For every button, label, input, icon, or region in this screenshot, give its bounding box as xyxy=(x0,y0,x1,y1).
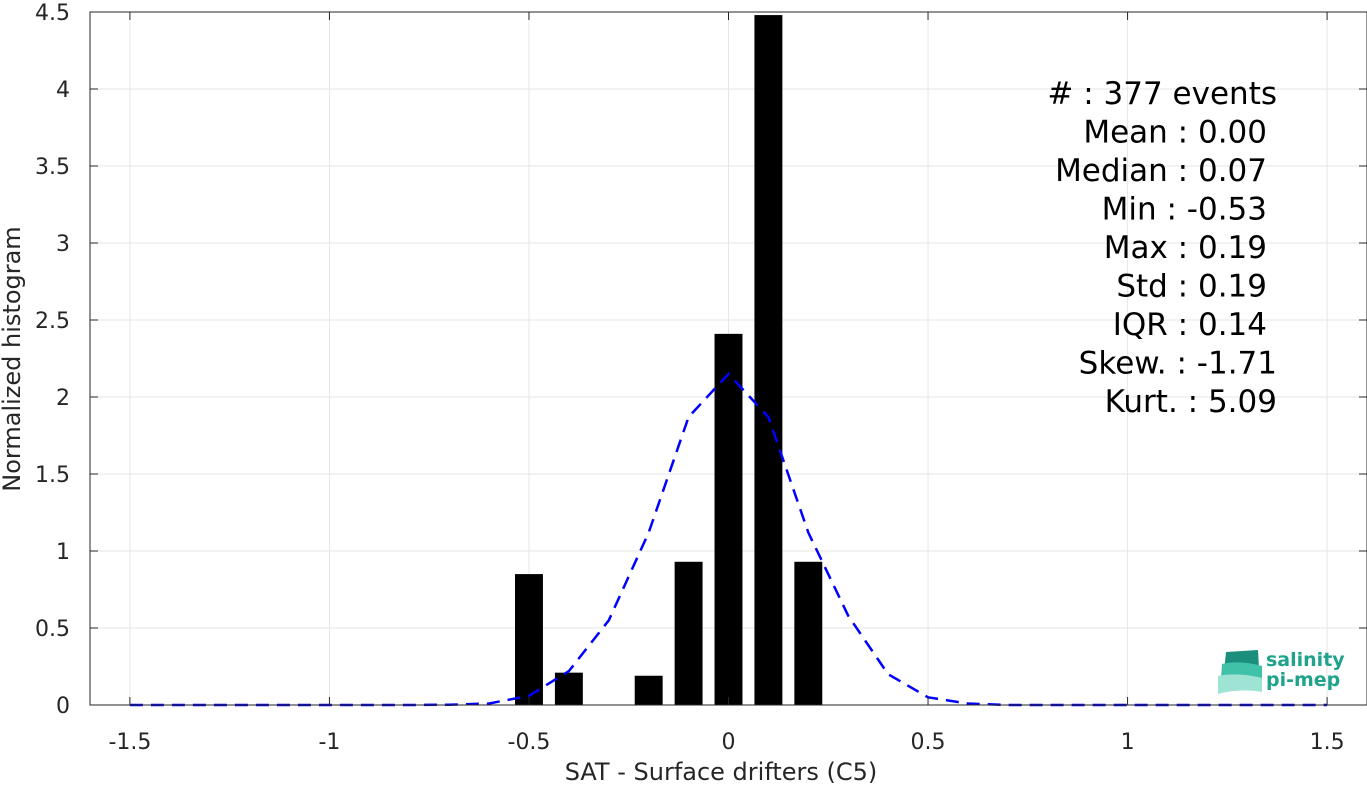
stat-line: Kurt. : 5.09 xyxy=(1105,384,1277,420)
histogram-bar xyxy=(634,675,663,705)
histogram-bar xyxy=(794,561,823,705)
stat-line: Skew. : -1.71 xyxy=(1079,346,1277,382)
x-tick-label: 0.5 xyxy=(911,730,946,755)
histogram-bar xyxy=(754,15,783,705)
y-tick-label: 1.5 xyxy=(35,463,70,488)
y-tick-label: 1 xyxy=(56,540,70,565)
y-tick-label: 3 xyxy=(56,232,70,257)
axis-ticks: -1.5 -1 -0.5 0 0.5 1 1.5 0 0.5 1 1.5 2 2.5 3 3.5 4 4.5 xyxy=(35,1,1367,755)
x-tick-label: 0 xyxy=(722,730,736,755)
y-tick-label: 2 xyxy=(56,386,70,411)
x-tick-label: -0.5 xyxy=(508,730,551,755)
y-tick-label: 4.5 xyxy=(35,1,70,26)
x-tick-label: 1.5 xyxy=(1310,730,1345,755)
logo-line-1: salinity xyxy=(1266,649,1345,671)
stat-line: Std : 0.19 xyxy=(1116,269,1267,305)
salinity-pi-mep-logo: salinity pi-mep xyxy=(1218,649,1345,694)
y-tick-label: 3.5 xyxy=(35,155,70,180)
y-tick-label: 4 xyxy=(56,78,70,103)
y-tick-label: 0.5 xyxy=(35,617,70,642)
histogram-bar xyxy=(674,561,703,705)
stat-line: Median : 0.07 xyxy=(1055,153,1267,189)
y-tick-label: 0 xyxy=(56,694,70,719)
stat-line: IQR : 0.14 xyxy=(1113,307,1267,343)
y-tick-label: 2.5 xyxy=(35,309,70,334)
x-tick-label: 1 xyxy=(1121,730,1135,755)
x-tick-label: -1.5 xyxy=(108,730,151,755)
y-axis-label: Normalized histogram xyxy=(0,226,26,491)
stat-line: Max : 0.19 xyxy=(1104,230,1267,266)
x-tick-label: -1 xyxy=(318,730,340,755)
histogram-bar xyxy=(714,333,743,705)
logo-wave-icon xyxy=(1218,650,1262,694)
bars xyxy=(515,15,823,705)
logo-line-2: pi-mep xyxy=(1266,669,1340,691)
stat-line: Min : -0.53 xyxy=(1102,192,1267,228)
x-axis-label: SAT - Surface drifters (C5) xyxy=(565,758,878,785)
histogram-bar xyxy=(554,672,583,705)
histogram-bar xyxy=(515,574,543,705)
stat-line: Mean : 0.00 xyxy=(1083,115,1267,151)
stat-line: # : 377 events xyxy=(1047,76,1277,112)
